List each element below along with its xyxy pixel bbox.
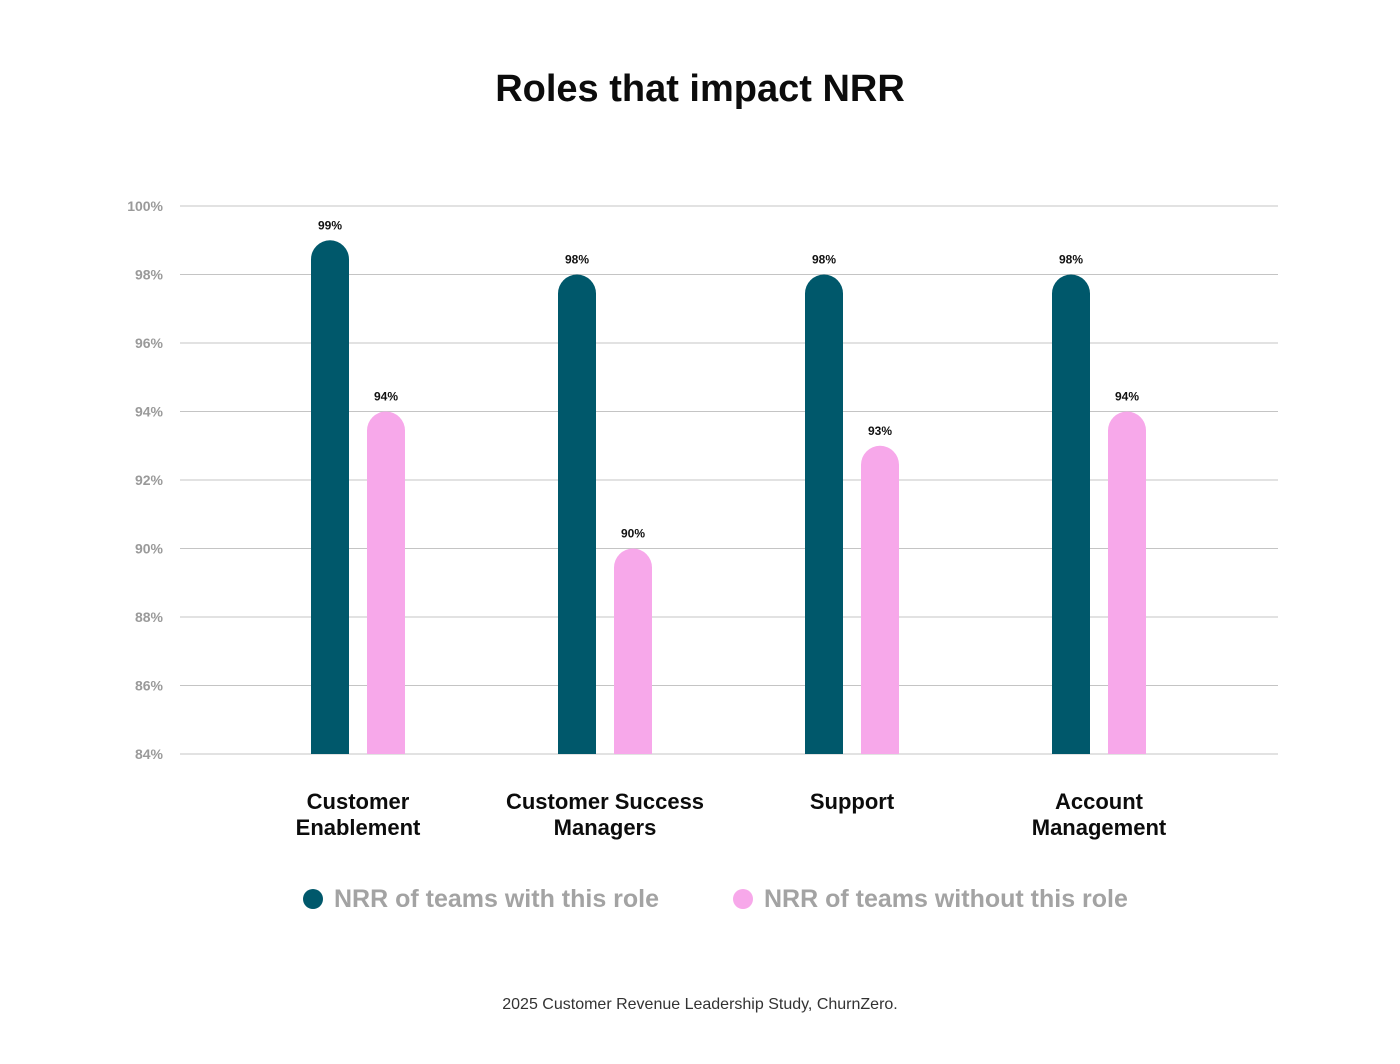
category-label: Account [1055,789,1144,814]
y-tick-label: 84% [135,746,164,762]
source-note: 2025 Customer Revenue Leadership Study, … [502,996,897,1013]
category-label: Managers [554,815,657,840]
category-label: Enablement [296,815,421,840]
legend-label: NRR of teams with this role [334,885,659,913]
bar-with-role [805,274,843,754]
data-label: 99% [318,218,342,232]
category-label: Management [1032,815,1167,840]
category-label: Customer [307,789,410,814]
y-tick-label: 90% [135,541,164,557]
bar-without-role [861,445,899,754]
bar-without-role [614,548,652,754]
data-label: 98% [1059,253,1083,267]
legend: NRR of teams with this role NRR of teams … [303,885,1128,913]
category-label: Customer Success [506,789,704,814]
data-label: 94% [374,390,398,404]
legend-swatch [733,889,753,909]
y-tick-label: 98% [135,267,164,283]
y-tick-label: 86% [135,678,164,694]
data-label: 98% [565,253,589,267]
category-label: Support [810,789,895,814]
data-label: 93% [868,424,892,438]
y-tick-label: 88% [135,609,164,625]
y-tick-label: 94% [135,404,164,420]
y-tick-label: 100% [127,198,163,214]
bar-with-role [558,274,596,754]
bar-with-role [1052,274,1090,754]
bar-without-role [1108,411,1146,754]
data-label: 94% [1115,390,1139,404]
bar-without-role [367,411,405,754]
y-tick-label: 92% [135,472,164,488]
bar-layer [311,240,1146,754]
chart-title: Roles that impact NRR [495,68,905,110]
data-label: 98% [812,253,836,267]
legend-label: NRR of teams without this role [764,885,1128,913]
legend-swatch [303,889,323,909]
data-label: 90% [621,527,645,541]
y-tick-label: 96% [135,335,164,351]
bar-with-role [311,240,349,754]
grid-layer: 100% 98% 96% 94% 92% 90% 88% 86% 84% [127,198,1278,762]
